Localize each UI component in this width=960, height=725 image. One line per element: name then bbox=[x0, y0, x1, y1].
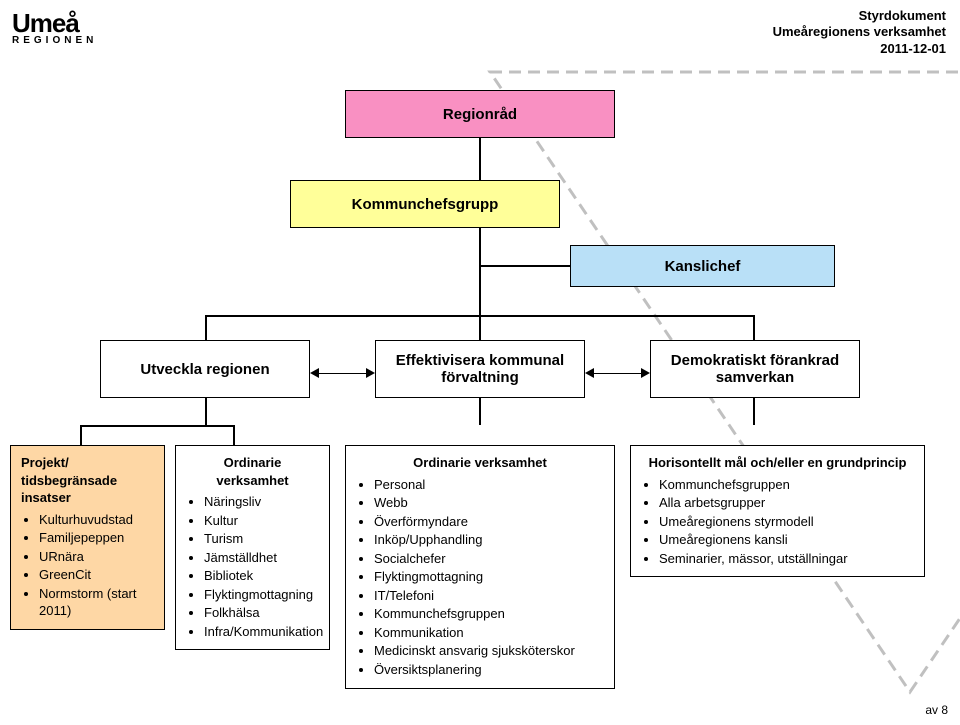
list-item: Umeåregionens kansli bbox=[659, 531, 914, 549]
conn-big-bus0 bbox=[80, 425, 235, 427]
list-item: Medicinskt ansvarig sjuksköterskor bbox=[374, 642, 604, 660]
conn-top-mid bbox=[479, 138, 481, 180]
conn-big-drop1 bbox=[479, 398, 481, 425]
list-item: Alla arbetsgrupper bbox=[659, 494, 914, 512]
list-item: Webb bbox=[374, 494, 604, 512]
conn-mid-down bbox=[479, 228, 481, 315]
box-effektivisera: Effektivisera kommunal förvaltning bbox=[375, 340, 585, 398]
box-ordinarie-2: Ordinarie verksamhet PersonalWebbÖverför… bbox=[345, 445, 615, 689]
conn-big-drop0 bbox=[205, 398, 207, 425]
conn-big-bus0-dropB bbox=[233, 425, 235, 445]
conn-big-bus0-dropA bbox=[80, 425, 82, 445]
list-item: Kommunikation bbox=[374, 624, 604, 642]
box-horisontellt-title: Horisontellt mål och/eller en grundprinc… bbox=[641, 454, 914, 472]
page-count: av 8 bbox=[925, 703, 948, 717]
box-ordinarie-2-title: Ordinarie verksamhet bbox=[356, 454, 604, 472]
box-kommunchefsgrupp: Kommunchefsgrupp bbox=[290, 180, 560, 228]
list-item: Bibliotek bbox=[204, 567, 319, 585]
arrow-right-icon bbox=[641, 368, 650, 378]
list-item: Kommunchefsgruppen bbox=[374, 605, 604, 623]
box-ordinarie-1-title: Ordinarie verksamhet bbox=[186, 454, 319, 489]
list-item: Normstorm (start 2011) bbox=[39, 585, 154, 620]
box-utveckla: Utveckla regionen bbox=[100, 340, 310, 398]
list-item: Överförmyndare bbox=[374, 513, 604, 531]
box-effektivisera-label: Effektivisera kommunal förvaltning bbox=[376, 352, 584, 386]
arrow-left-icon bbox=[585, 368, 594, 378]
conn-big-drop2 bbox=[753, 398, 755, 425]
box-kanslichef-label: Kanslichef bbox=[665, 258, 741, 275]
list-item: Turism bbox=[204, 530, 319, 548]
list-item: Kulturhuvudstad bbox=[39, 511, 154, 529]
list-item: Familjepeppen bbox=[39, 529, 154, 547]
list-item: Översiktsplanering bbox=[374, 661, 604, 679]
box-projekt: Projekt/ tidsbegränsade insatser Kulturh… bbox=[10, 445, 165, 630]
list-item: Socialchefer bbox=[374, 550, 604, 568]
arrow-right-icon bbox=[366, 368, 375, 378]
box-horisontellt: Horisontellt mål och/eller en grundprinc… bbox=[630, 445, 925, 577]
header-line2: Umeåregionens verksamhet bbox=[773, 24, 946, 40]
list-item: Näringsliv bbox=[204, 493, 319, 511]
link-row-1-2 bbox=[585, 368, 650, 378]
box-kommunchefsgrupp-label: Kommunchefsgrupp bbox=[352, 196, 499, 213]
box-kanslichef: Kanslichef bbox=[570, 245, 835, 287]
list-item: Flyktingmottagning bbox=[204, 586, 319, 604]
list-item: Jämställdhet bbox=[204, 549, 319, 567]
list-item: Umeåregionens styrmodell bbox=[659, 513, 914, 531]
box-projekt-list: KulturhuvudstadFamiljepeppenURnäraGreenC… bbox=[21, 511, 154, 620]
conn-row-drop1 bbox=[479, 315, 481, 340]
list-item: GreenCit bbox=[39, 566, 154, 584]
logo-sub: REGIONEN bbox=[12, 35, 97, 46]
logo: Umeå REGIONEN bbox=[12, 8, 97, 46]
conn-mid-kansli-h bbox=[480, 265, 570, 267]
list-item: Flyktingmottagning bbox=[374, 568, 604, 586]
header-line3: 2011-12-01 bbox=[773, 41, 946, 57]
box-demokratiskt: Demokratiskt förankrad samverkan bbox=[650, 340, 860, 398]
conn-row-drop2 bbox=[753, 315, 755, 340]
list-item: IT/Telefoni bbox=[374, 587, 604, 605]
list-item: URnära bbox=[39, 548, 154, 566]
list-item: Infra/Kommunikation bbox=[204, 623, 319, 641]
box-projekt-title: Projekt/ tidsbegränsade insatser bbox=[21, 454, 154, 507]
box-demokratiskt-label: Demokratiskt förankrad samverkan bbox=[651, 352, 859, 386]
box-ordinarie-2-list: PersonalWebbÖverförmyndareInköp/Upphandl… bbox=[356, 476, 604, 679]
box-horisontellt-list: KommunchefsgruppenAlla arbetsgrupperUmeå… bbox=[641, 476, 914, 568]
arrow-left-icon bbox=[310, 368, 319, 378]
header-line1: Styrdokument bbox=[773, 8, 946, 24]
list-item: Kultur bbox=[204, 512, 319, 530]
doc-header: Styrdokument Umeåregionens verksamhet 20… bbox=[773, 8, 946, 57]
box-ordinarie-1: Ordinarie verksamhet NäringslivKulturTur… bbox=[175, 445, 330, 650]
box-utveckla-label: Utveckla regionen bbox=[140, 361, 269, 378]
list-item: Kommunchefsgruppen bbox=[659, 476, 914, 494]
list-item: Inköp/Upphandling bbox=[374, 531, 604, 549]
list-item: Folkhälsa bbox=[204, 604, 319, 622]
box-regionrad: Regionråd bbox=[345, 90, 615, 138]
conn-row-drop0 bbox=[205, 315, 207, 340]
list-item: Seminarier, mässor, utställningar bbox=[659, 550, 914, 568]
list-item: Personal bbox=[374, 476, 604, 494]
box-ordinarie-1-list: NäringslivKulturTurismJämställdhetBiblio… bbox=[186, 493, 319, 640]
box-regionrad-label: Regionråd bbox=[443, 106, 517, 123]
link-row-0-1 bbox=[310, 368, 375, 378]
